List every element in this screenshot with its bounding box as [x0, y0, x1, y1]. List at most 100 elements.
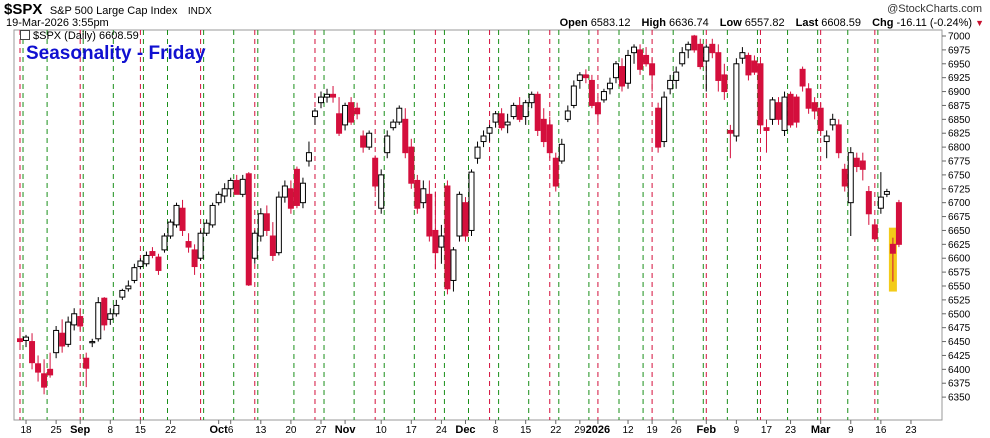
candle-body — [540, 118, 547, 143]
candle-body — [661, 96, 668, 143]
candle-body — [703, 46, 710, 62]
open-label: Open — [559, 17, 588, 29]
candle-body — [594, 102, 601, 115]
candle — [546, 116, 553, 159]
candle — [35, 355, 42, 382]
candle — [119, 288, 126, 300]
candle-body — [305, 152, 312, 162]
candle — [883, 188, 890, 198]
x-tick-label: 17 — [761, 425, 773, 436]
candle — [137, 258, 144, 270]
candle — [835, 119, 842, 159]
candle-body — [612, 63, 619, 79]
candle — [438, 224, 445, 264]
candle — [191, 244, 198, 275]
candle — [582, 69, 589, 84]
candle-body — [829, 118, 836, 126]
y-tick-label: 6450 — [948, 337, 971, 348]
legend-text: $SPX (Daily) 6608.59 — [33, 30, 139, 42]
candle — [697, 38, 704, 70]
candle — [354, 102, 361, 120]
candle-body — [883, 191, 890, 195]
candle-body — [847, 152, 854, 204]
y-axis: 6350 6375 6400 6425 6450 6475 6500 6525 6550 6575… — [942, 32, 971, 404]
candle — [366, 130, 373, 150]
candle-body — [342, 104, 349, 126]
x-tick-label: 23 — [905, 425, 917, 436]
candle — [859, 152, 866, 181]
y-tick-label: 6700 — [948, 198, 971, 209]
candle-body — [251, 232, 258, 259]
candle-body — [606, 82, 613, 90]
candle — [793, 94, 800, 128]
x-tick-label: Mar — [811, 424, 831, 436]
candle — [59, 319, 66, 353]
candle — [396, 105, 403, 125]
candle — [330, 86, 337, 103]
candle-body — [173, 204, 180, 226]
candle — [865, 186, 872, 225]
candle-body — [245, 173, 252, 286]
candle — [739, 47, 746, 64]
candle-body — [384, 135, 391, 154]
y-tick-label: 7000 — [948, 32, 971, 43]
candle-body — [865, 191, 872, 215]
x-tick-label: 23 — [785, 425, 797, 436]
candle — [281, 180, 288, 203]
symbol-name: S&P 500 Large Cap Index — [49, 5, 178, 17]
y-tick-label: 6400 — [948, 365, 971, 376]
candle-body — [655, 107, 662, 148]
candle-body — [41, 373, 48, 388]
candle-body — [853, 157, 860, 168]
x-tick-label: 20 — [285, 425, 297, 436]
candle — [757, 61, 764, 131]
candle — [456, 191, 463, 242]
candle-body — [179, 207, 186, 231]
x-tick-label: 15 — [520, 425, 532, 436]
candle — [113, 299, 120, 317]
candle-body — [83, 357, 90, 369]
brand[interactable]: @StockCharts.com — [887, 3, 982, 15]
candle — [414, 174, 421, 214]
candle-body — [582, 74, 589, 79]
candle-body — [233, 179, 240, 195]
candles — [17, 34, 902, 395]
x-axis: 18 25 Sep 8 15 22 Oct 6 13 20 27 Nov 10 17 24 Dec 8 15 22 2… — [20, 420, 917, 436]
x-tick-label: 27 — [315, 425, 327, 436]
candle — [71, 308, 78, 331]
candle-body — [366, 132, 373, 148]
open-value: 6583.12 — [590, 17, 631, 29]
candle — [847, 147, 854, 236]
candle-body — [269, 235, 276, 256]
candle — [233, 174, 240, 195]
candle — [251, 230, 258, 264]
candle — [871, 219, 878, 242]
candle-body — [631, 46, 638, 54]
candle-body — [185, 241, 192, 248]
candle — [17, 330, 23, 348]
high-label: High — [641, 17, 666, 29]
x-tick-label: 12 — [622, 425, 634, 436]
candle — [588, 74, 595, 109]
candle — [83, 352, 90, 388]
candle — [468, 169, 475, 236]
candle — [775, 97, 782, 125]
candle-body — [733, 63, 740, 137]
candle — [480, 130, 487, 148]
x-tick-label: 6 — [228, 425, 234, 436]
candle-body — [793, 96, 800, 123]
x-tick-label: 15 — [135, 425, 147, 436]
candle-body — [757, 63, 764, 126]
x-tick-label: 26 — [671, 425, 683, 436]
candle — [197, 230, 204, 261]
candle — [299, 177, 306, 209]
candle — [558, 138, 565, 164]
candle-body — [354, 107, 361, 115]
candle — [727, 124, 734, 159]
y-tick-label: 6975 — [948, 45, 971, 56]
candle-body — [619, 66, 625, 87]
candle-body — [769, 99, 776, 120]
y-tick-label: 6850 — [948, 115, 971, 126]
y-tick-label: 6775 — [948, 157, 971, 168]
candle-body — [281, 185, 288, 198]
